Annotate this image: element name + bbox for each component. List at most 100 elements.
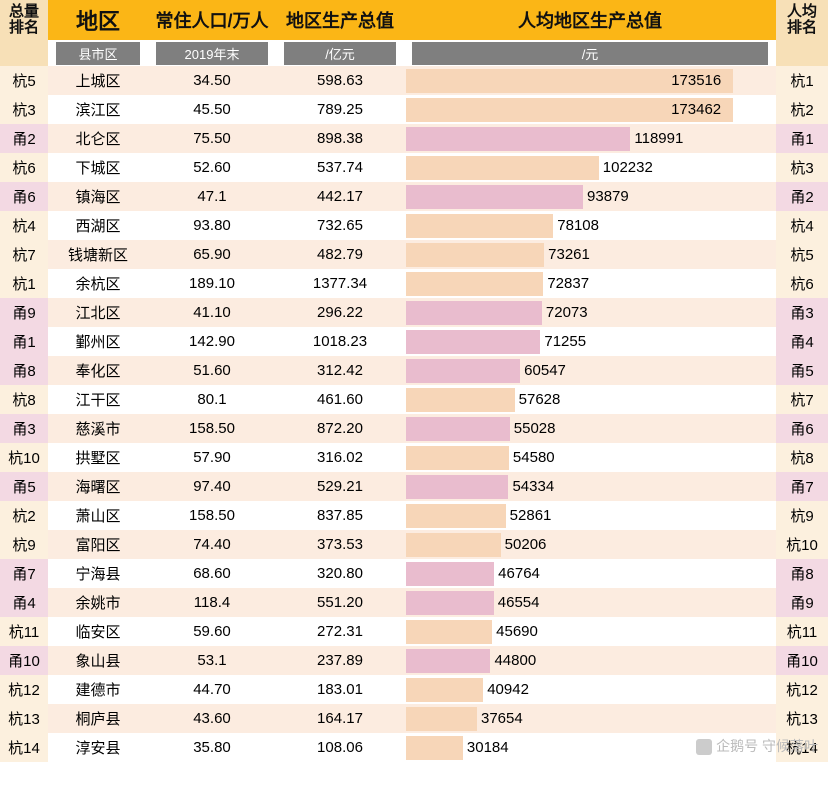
- subheader-gdp-label: /亿元: [284, 42, 396, 65]
- gdp-cell: 598.63: [276, 66, 404, 95]
- gdp-cell: 537.74: [276, 153, 404, 182]
- region-cell: 江北区: [48, 298, 148, 327]
- population-cell: 57.90: [148, 443, 276, 472]
- percap-bar: [406, 562, 494, 586]
- percap-bar: [406, 649, 490, 673]
- rank2-cell: 甬5: [776, 356, 828, 385]
- table-row: 杭9富阳区74.40373.5350206杭10: [0, 530, 828, 559]
- percap-bar-cell: 73261: [404, 240, 776, 269]
- gdp-cell: 898.38: [276, 124, 404, 153]
- region-cell: 萧山区: [48, 501, 148, 530]
- header-percap: 人均地区生产总值: [404, 0, 776, 40]
- gdp-cell: 272.31: [276, 617, 404, 646]
- percap-bar-cell: 72837: [404, 269, 776, 298]
- table-row: 甬9江北区41.10296.2272073甬3: [0, 298, 828, 327]
- gdp-cell: 183.01: [276, 675, 404, 704]
- table-row: 甬3慈溪市158.50872.2055028甬6: [0, 414, 828, 443]
- percap-bar: [406, 417, 510, 441]
- percap-bar-cell: 118991: [404, 124, 776, 153]
- region-cell: 余杭区: [48, 269, 148, 298]
- percap-value: 37654: [481, 710, 523, 727]
- rank2-cell: 甬10: [776, 646, 828, 675]
- table-row: 杭3滨江区45.50789.25173462杭2: [0, 95, 828, 124]
- table-row: 甬10象山县53.1237.8944800甬10: [0, 646, 828, 675]
- percap-bar: [406, 330, 540, 354]
- percap-bar: [406, 214, 553, 238]
- population-cell: 41.10: [148, 298, 276, 327]
- gdp-cell: 296.22: [276, 298, 404, 327]
- rank1-cell: 甬1: [0, 327, 48, 356]
- percap-bar: [406, 707, 477, 731]
- rank2-cell: 甬3: [776, 298, 828, 327]
- percap-bar: [406, 156, 599, 180]
- subheader-percap-label: /元: [412, 42, 768, 65]
- percap-bar-cell: 30184: [404, 733, 776, 762]
- rank2-cell: 甬4: [776, 327, 828, 356]
- gdp-cell: 837.85: [276, 501, 404, 530]
- percap-bar: [406, 736, 463, 760]
- percap-value: 60547: [524, 362, 566, 379]
- header-gdp: 地区生产总值: [276, 0, 404, 40]
- rank1-cell: 杭6: [0, 153, 48, 182]
- gdp-cell: 732.65: [276, 211, 404, 240]
- table-body: 杭5上城区34.50598.63173516杭1杭3滨江区45.50789.25…: [0, 66, 828, 762]
- population-cell: 68.60: [148, 559, 276, 588]
- gdp-cell: 316.02: [276, 443, 404, 472]
- rank2-cell: 杭1: [776, 66, 828, 95]
- percap-bar-cell: 45690: [404, 617, 776, 646]
- percap-bar: [406, 678, 483, 702]
- table-row: 甬1鄞州区142.901018.2371255甬4: [0, 327, 828, 356]
- percap-value: 45690: [496, 623, 538, 640]
- rank1-cell: 杭9: [0, 530, 48, 559]
- percap-bar: [406, 301, 542, 325]
- rank2-cell: 杭14: [776, 733, 828, 762]
- region-cell: 拱墅区: [48, 443, 148, 472]
- rank1-cell: 甬3: [0, 414, 48, 443]
- table-row: 甬4余姚市118.4551.2046554甬9: [0, 588, 828, 617]
- table-row: 杭5上城区34.50598.63173516杭1: [0, 66, 828, 95]
- population-cell: 158.50: [148, 501, 276, 530]
- percap-bar: [406, 591, 494, 615]
- table-row: 杭8江干区80.1461.6057628杭7: [0, 385, 828, 414]
- region-cell: 临安区: [48, 617, 148, 646]
- table-row: 甬2北仑区75.50898.38118991甬1: [0, 124, 828, 153]
- percap-bar-cell: 52861: [404, 501, 776, 530]
- percap-bar-cell: 57628: [404, 385, 776, 414]
- percap-value: 118991: [634, 130, 683, 147]
- subheader-percap: /元: [404, 40, 776, 66]
- population-cell: 93.80: [148, 211, 276, 240]
- region-cell: 西湖区: [48, 211, 148, 240]
- population-cell: 65.90: [148, 240, 276, 269]
- region-cell: 上城区: [48, 66, 148, 95]
- percap-bar: [406, 533, 501, 557]
- table-row: 甬6镇海区47.1442.1793879甬2: [0, 182, 828, 211]
- table-row: 杭14淳安县35.80108.0630184杭14: [0, 733, 828, 762]
- subheader-pop: 2019年末: [148, 40, 276, 66]
- region-cell: 镇海区: [48, 182, 148, 211]
- region-cell: 海曙区: [48, 472, 148, 501]
- rank2-cell: 杭12: [776, 675, 828, 704]
- rank1-cell: 甬10: [0, 646, 48, 675]
- gdp-cell: 529.21: [276, 472, 404, 501]
- gdp-cell: 1018.23: [276, 327, 404, 356]
- subheader-pop-label: 2019年末: [156, 42, 268, 65]
- population-cell: 34.50: [148, 66, 276, 95]
- percap-bar-cell: 44800: [404, 646, 776, 675]
- percap-bar-cell: 71255: [404, 327, 776, 356]
- percap-bar: [406, 359, 520, 383]
- rank1-cell: 甬6: [0, 182, 48, 211]
- header-rank2: 人均排名: [776, 0, 828, 40]
- rank1-cell: 杭1: [0, 269, 48, 298]
- rank1-cell: 杭10: [0, 443, 48, 472]
- rank2-cell: 甬7: [776, 472, 828, 501]
- region-cell: 钱塘新区: [48, 240, 148, 269]
- table-row: 甬7宁海县68.60320.8046764甬8: [0, 559, 828, 588]
- region-cell: 奉化区: [48, 356, 148, 385]
- percap-value: 44800: [494, 652, 536, 669]
- region-cell: 北仑区: [48, 124, 148, 153]
- rank2-cell: 甬6: [776, 414, 828, 443]
- percap-bar-cell: 173462: [404, 95, 776, 124]
- region-cell: 江干区: [48, 385, 148, 414]
- percap-value: 57628: [519, 391, 561, 408]
- rank2-cell: 甬8: [776, 559, 828, 588]
